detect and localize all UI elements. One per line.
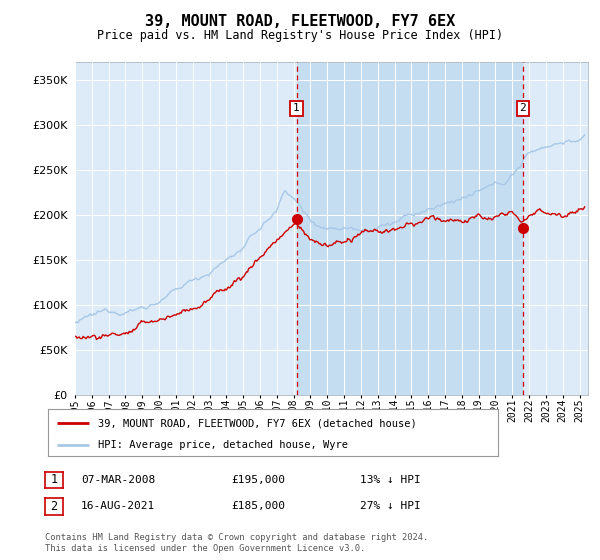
Text: Price paid vs. HM Land Registry's House Price Index (HPI): Price paid vs. HM Land Registry's House … [97,29,503,42]
Bar [296,62,523,395]
Text: £185,000: £185,000 [231,501,285,511]
Text: 2: 2 [520,104,526,114]
Text: 39, MOUNT ROAD, FLEETWOOD, FY7 6EX (detached house): 39, MOUNT ROAD, FLEETWOOD, FY7 6EX (deta… [97,418,416,428]
Text: 1: 1 [50,473,58,487]
Text: 07-MAR-2008: 07-MAR-2008 [81,475,155,485]
Text: Contains HM Land Registry data © Crown copyright and database right 2024.
This d: Contains HM Land Registry data © Crown c… [45,533,428,553]
Text: 2: 2 [50,500,58,513]
Text: 1: 1 [293,104,300,114]
Text: 39, MOUNT ROAD, FLEETWOOD, FY7 6EX: 39, MOUNT ROAD, FLEETWOOD, FY7 6EX [145,14,455,29]
Text: 16-AUG-2021: 16-AUG-2021 [81,501,155,511]
Text: £195,000: £195,000 [231,475,285,485]
Text: HPI: Average price, detached house, Wyre: HPI: Average price, detached house, Wyre [97,440,347,450]
Text: 13% ↓ HPI: 13% ↓ HPI [360,475,421,485]
Text: 27% ↓ HPI: 27% ↓ HPI [360,501,421,511]
